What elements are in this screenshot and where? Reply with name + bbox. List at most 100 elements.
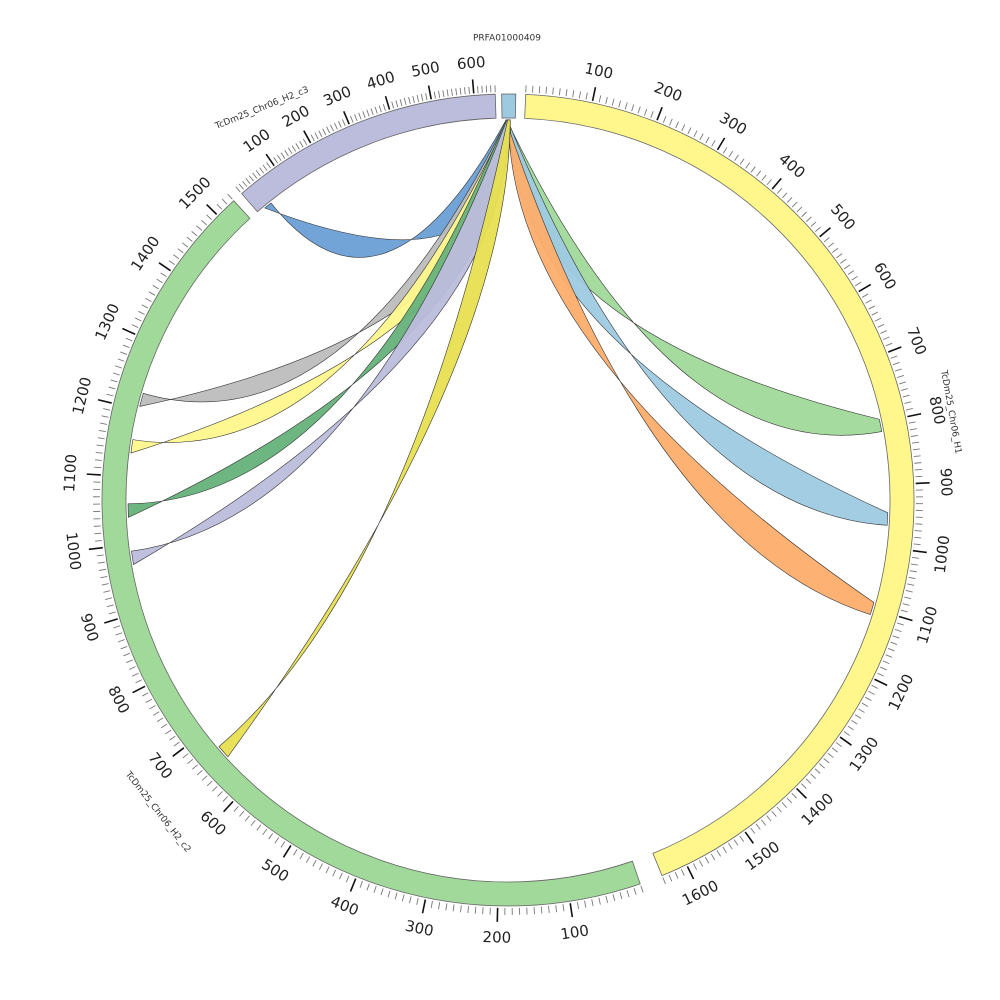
tick-label: 200 — [482, 928, 511, 947]
minor-tick — [373, 885, 377, 893]
minor-tick — [238, 183, 244, 190]
minor-tick — [358, 112, 362, 120]
minor-tick — [761, 174, 767, 181]
minor-tick — [276, 154, 282, 162]
minor-tick — [117, 358, 125, 362]
minor-tick — [391, 101, 395, 109]
minor-tick — [637, 106, 641, 114]
minor-tick — [399, 99, 403, 107]
minor-tick — [548, 905, 550, 913]
minor-tick — [433, 91, 436, 99]
major-tick — [915, 482, 930, 485]
minor-tick — [598, 95, 602, 103]
tick-label: 100 — [240, 125, 274, 156]
minor-tick — [310, 134, 315, 142]
minor-tick — [619, 892, 623, 900]
minor-tick — [98, 429, 106, 433]
minor-tick — [216, 203, 223, 210]
minor-tick — [851, 719, 858, 725]
minor-tick — [94, 540, 103, 542]
minor-tick — [221, 198, 228, 205]
minor-tick — [474, 906, 477, 914]
minor-tick — [201, 775, 208, 781]
minor-tick — [911, 441, 920, 444]
minor-tick — [693, 130, 698, 138]
major-tick — [839, 736, 852, 746]
minor-tick — [152, 285, 160, 290]
minor-tick — [745, 162, 751, 169]
minor-tick — [442, 90, 445, 98]
minor-tick — [861, 293, 869, 298]
minor-tick — [97, 561, 105, 564]
minor-tick — [196, 769, 203, 776]
ideogram-PRFA01000409 — [501, 93, 517, 119]
minor-tick — [894, 628, 902, 633]
minor-tick — [626, 890, 630, 898]
minor-tick — [370, 108, 374, 116]
minor-tick — [182, 242, 189, 248]
major-tick — [795, 787, 808, 799]
major-tick — [898, 615, 913, 622]
minor-tick — [460, 905, 462, 913]
chromosome-label-H2_c2: TcDm25_Chr06_H2_c2 — [122, 769, 192, 855]
major-tick — [172, 747, 185, 757]
minor-tick — [141, 304, 149, 309]
minor-tick — [305, 856, 311, 863]
minor-tick — [800, 783, 807, 789]
minor-tick — [836, 253, 843, 259]
minor-tick — [734, 154, 739, 161]
minor-tick — [338, 121, 342, 128]
minor-tick — [96, 444, 104, 447]
minor-tick — [538, 86, 541, 94]
minor-tick — [366, 109, 370, 117]
minor-tick — [880, 330, 888, 334]
minor-tick — [408, 96, 411, 104]
minor-tick — [892, 361, 900, 366]
minor-tick — [786, 197, 793, 203]
minor-tick — [904, 401, 912, 404]
minor-tick — [467, 906, 469, 914]
major-tick — [343, 110, 350, 125]
minor-tick — [868, 305, 876, 310]
minor-tick — [420, 94, 424, 102]
tick-label: 500 — [827, 200, 859, 233]
minor-tick — [374, 106, 378, 114]
minor-tick — [334, 122, 338, 130]
major-tick — [88, 546, 103, 551]
tick-label: 400 — [328, 892, 361, 919]
major-tick — [591, 86, 597, 102]
minor-tick — [877, 672, 884, 677]
minor-tick — [339, 872, 343, 880]
minor-tick — [865, 299, 872, 304]
tick-label: 1500 — [742, 838, 784, 875]
minor-tick — [416, 897, 419, 905]
tick-label: 1000 — [931, 534, 954, 574]
minor-tick — [145, 698, 153, 703]
major-tick — [104, 618, 118, 624]
minor-tick — [847, 270, 855, 275]
minor-tick — [687, 127, 692, 134]
minor-tick — [120, 351, 128, 355]
minor-tick — [894, 368, 902, 372]
minor-tick — [425, 93, 428, 101]
minor-tick — [552, 87, 554, 95]
minor-tick — [699, 860, 704, 867]
minor-tick — [233, 805, 239, 812]
minor-tick — [245, 178, 251, 185]
minor-tick — [914, 530, 922, 532]
minor-tick — [912, 448, 920, 451]
minor-tick — [693, 863, 698, 870]
minor-tick — [101, 415, 109, 418]
minor-tick — [350, 115, 354, 123]
minor-tick — [131, 324, 139, 329]
minor-tick — [103, 408, 111, 411]
minor-tick — [911, 556, 919, 559]
minor-tick — [810, 773, 816, 779]
minor-tick — [576, 901, 580, 910]
major-tick — [384, 95, 391, 110]
tick-label: 600 — [870, 259, 900, 293]
minor-tick — [755, 823, 761, 830]
minor-tick — [871, 311, 879, 316]
minor-tick — [165, 729, 172, 735]
minor-tick — [287, 147, 293, 155]
